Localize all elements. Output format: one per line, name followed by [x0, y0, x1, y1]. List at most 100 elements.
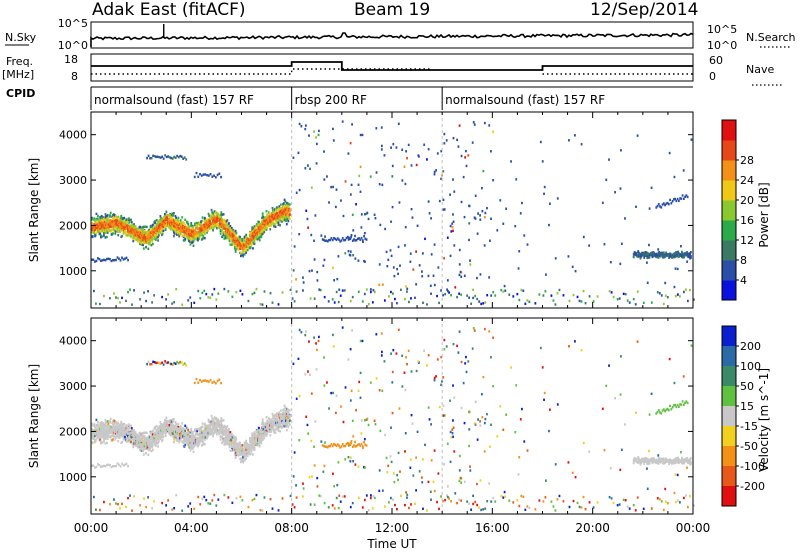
power-point [231, 295, 234, 299]
power-point [378, 263, 381, 266]
power-point [460, 275, 463, 278]
power-point [159, 156, 162, 159]
power-point [203, 236, 206, 240]
power-point [211, 293, 214, 296]
power-point [182, 235, 185, 239]
power-point [155, 155, 158, 159]
velocity-point [212, 418, 214, 421]
velocity-point [150, 449, 153, 453]
power-point [470, 302, 473, 305]
power-point [670, 202, 673, 205]
power-point [681, 194, 684, 197]
velocity-point [112, 426, 114, 429]
velocity-point [122, 432, 125, 435]
power-point [206, 229, 209, 232]
power-point [335, 238, 338, 242]
power-point [154, 219, 157, 223]
power-point [170, 156, 173, 160]
power-point [213, 210, 216, 213]
power-point [567, 255, 570, 258]
power-point [116, 256, 119, 259]
power-point [659, 205, 661, 208]
velocity-point [103, 426, 106, 430]
power-point [404, 182, 407, 186]
power-point [503, 284, 506, 288]
power-point [482, 302, 485, 305]
power-point [161, 232, 164, 235]
power-point [163, 219, 166, 222]
power-point [363, 259, 365, 263]
power-point [480, 302, 483, 306]
power-point [347, 152, 350, 155]
power-point [151, 227, 154, 230]
power-point [215, 220, 218, 223]
velocity-point [97, 435, 100, 439]
velocity-point [116, 425, 119, 428]
power-point [219, 232, 222, 235]
power-point [106, 222, 109, 225]
power-point [528, 300, 531, 304]
power-point [466, 294, 469, 297]
power-point [161, 217, 164, 221]
power-point [474, 194, 477, 198]
power-point [227, 231, 230, 234]
power-point [142, 236, 145, 239]
power-point [175, 216, 178, 220]
power-point [127, 233, 129, 237]
power-point [572, 293, 575, 297]
power-point [109, 215, 111, 218]
velocity-point [200, 437, 203, 440]
power-point [548, 223, 550, 227]
velocity-point [186, 427, 189, 431]
power-point [588, 295, 591, 298]
power-point [628, 301, 631, 304]
power-point [648, 207, 651, 210]
power-point [390, 146, 392, 149]
power-point [193, 301, 196, 305]
power-point [343, 238, 345, 242]
power-point [247, 299, 250, 303]
power-point [261, 212, 264, 215]
power-point [255, 287, 258, 291]
power-point [125, 222, 128, 225]
velocity-point [97, 420, 99, 424]
power-point [442, 198, 445, 202]
power-point [215, 298, 218, 301]
power-point [176, 218, 179, 222]
power-point [163, 212, 166, 216]
power-point [389, 249, 392, 252]
power-point [241, 293, 244, 296]
power-point [568, 299, 571, 303]
power-point [639, 253, 642, 256]
power-point [224, 221, 227, 224]
power-point [256, 238, 259, 241]
power-point [333, 236, 335, 240]
power-point [101, 230, 104, 233]
velocity-point [175, 425, 178, 429]
power-point [137, 232, 140, 235]
power-point [141, 232, 144, 236]
power-point [91, 218, 93, 221]
power-point [166, 215, 169, 219]
velocity-point [177, 422, 180, 426]
power-point [258, 224, 261, 227]
power-point [489, 239, 491, 242]
power-point [230, 226, 233, 230]
nave-label: Nave [746, 63, 774, 76]
velocity-point [101, 423, 104, 426]
freq-right-tick-top: 60 [709, 54, 723, 67]
power-point [653, 251, 655, 254]
power-point [316, 270, 319, 274]
power-point [463, 274, 466, 278]
power-point [405, 150, 408, 153]
velocity-point [100, 440, 102, 443]
power-point [243, 236, 246, 239]
power-point [198, 233, 201, 236]
power-point [490, 150, 492, 153]
power-point [187, 223, 190, 226]
power-point [124, 229, 126, 233]
power-point [258, 236, 261, 239]
power-point [252, 230, 254, 233]
power-point [154, 221, 157, 225]
power-point [430, 217, 433, 220]
